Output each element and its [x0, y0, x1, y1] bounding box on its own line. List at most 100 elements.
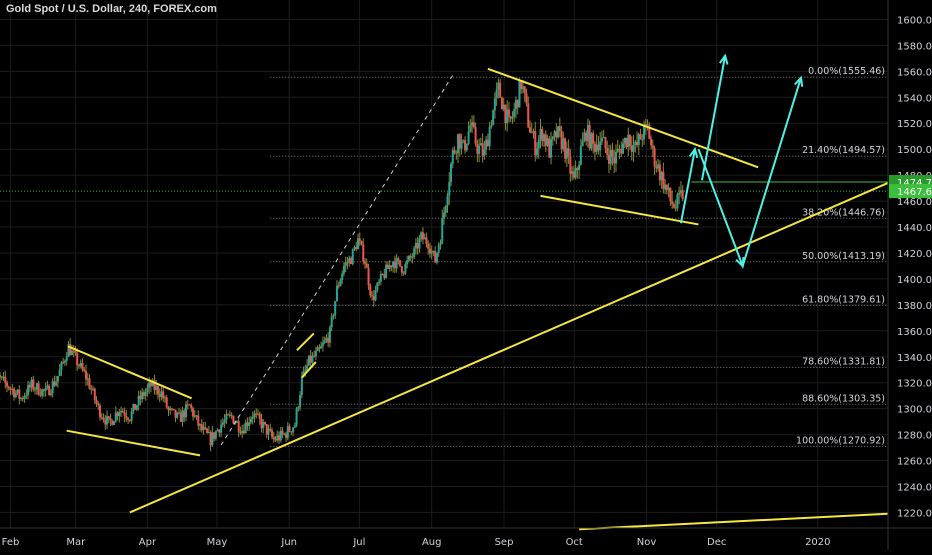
candle-body	[69, 344, 72, 356]
candle-body	[428, 248, 431, 254]
candle-body	[179, 413, 182, 422]
x-tick-label: Aug	[422, 537, 442, 548]
candle-body	[572, 171, 575, 178]
candle-body	[216, 429, 219, 432]
candle-body	[149, 382, 152, 387]
candle-body	[567, 148, 570, 157]
fib-level-label: 50.00%(1413.19)	[802, 251, 885, 262]
candle-body	[616, 148, 619, 153]
candle-body	[267, 428, 270, 435]
candle-body	[602, 137, 605, 139]
candle-body	[118, 411, 121, 416]
candle-body	[614, 152, 617, 164]
candle-body	[86, 378, 89, 380]
candle-body	[141, 392, 144, 400]
candle-body	[485, 139, 488, 150]
x-tick-label: May	[207, 537, 228, 548]
candle-body	[497, 82, 500, 90]
candle-body	[100, 417, 103, 419]
candle-body	[330, 316, 333, 328]
y-tick-label: 1400.00	[897, 275, 932, 286]
x-tick-label: Jul	[352, 537, 365, 548]
candle-body	[625, 137, 628, 148]
candle-body	[309, 355, 312, 363]
x-tick-label: Dec	[707, 537, 726, 548]
candle-body	[44, 388, 47, 391]
candle-body	[378, 281, 381, 283]
candle-body	[669, 187, 672, 202]
candle-body	[421, 232, 424, 240]
time-axis[interactable]: Feb Mar Apr May Jun Jul Aug Sep Oct Nov Dec 2020	[0, 527, 932, 548]
candle-body	[144, 391, 147, 396]
candle-body	[371, 295, 374, 297]
candle-body	[278, 435, 281, 441]
candle-body	[293, 425, 296, 428]
candle-body	[76, 353, 79, 366]
candle-body	[197, 415, 200, 426]
candle-body	[357, 238, 360, 250]
y-tick-label: 1300.00	[897, 405, 932, 416]
candle-body	[246, 422, 249, 426]
projection-arrowhead	[735, 256, 745, 269]
candle-body	[214, 431, 217, 439]
candle-body	[478, 145, 481, 154]
candle-body	[286, 426, 289, 438]
candle-body	[39, 394, 42, 396]
projection-arrowhead	[719, 53, 729, 65]
candle-body	[70, 350, 73, 356]
candle-body	[42, 389, 45, 391]
y-tick-label: 1520.00	[897, 119, 932, 130]
candle-body	[453, 150, 456, 153]
candle-body	[83, 369, 86, 372]
candle-body	[148, 382, 151, 388]
candle-body	[34, 389, 37, 391]
candle-body	[627, 134, 630, 148]
candle-body	[295, 408, 298, 426]
candle-body	[165, 397, 168, 408]
candle-body	[557, 126, 560, 138]
candle-body	[276, 435, 279, 441]
y-tick-label: 1220.00	[897, 508, 932, 519]
candle-body	[23, 396, 26, 399]
candle-body	[307, 355, 310, 366]
candle-body	[411, 256, 414, 258]
candle-body	[162, 391, 165, 399]
candle-body	[156, 386, 159, 395]
candle-body	[313, 355, 316, 357]
candle-body	[432, 250, 435, 252]
candle-body	[414, 242, 417, 249]
candle-body	[579, 146, 582, 165]
candle-body	[186, 404, 189, 406]
candle-body	[464, 140, 467, 151]
candle-body	[555, 131, 558, 138]
candle-body	[502, 104, 505, 110]
y-tick-label: 1260.00	[897, 457, 932, 468]
candle-body	[251, 417, 254, 419]
candle-body	[530, 132, 533, 134]
candle-body	[532, 131, 535, 133]
price-axis[interactable]: 1220.00 1240.00 1260.00 1280.00 1300.00 1320.…	[887, 0, 932, 550]
candle-body	[441, 218, 444, 244]
candle-body	[506, 109, 509, 124]
candle-body	[604, 137, 607, 149]
candle-body	[65, 357, 68, 361]
candle-body	[460, 140, 463, 149]
candle-body	[204, 427, 207, 429]
x-tick-label: 2020	[805, 537, 830, 548]
candle-body	[81, 362, 84, 370]
candle-body	[481, 143, 484, 156]
candle-body	[37, 383, 40, 395]
candle-body	[413, 248, 416, 257]
candle-body	[135, 405, 138, 410]
candle-body	[316, 347, 319, 351]
candle-body	[58, 369, 61, 377]
candle-body	[600, 137, 603, 142]
candle-body	[281, 430, 284, 435]
candle-body	[351, 249, 354, 264]
candle-body	[536, 148, 539, 156]
candle-body	[260, 419, 263, 429]
candle-body	[146, 387, 149, 392]
candle-body	[328, 327, 331, 343]
candle-body	[662, 171, 665, 190]
